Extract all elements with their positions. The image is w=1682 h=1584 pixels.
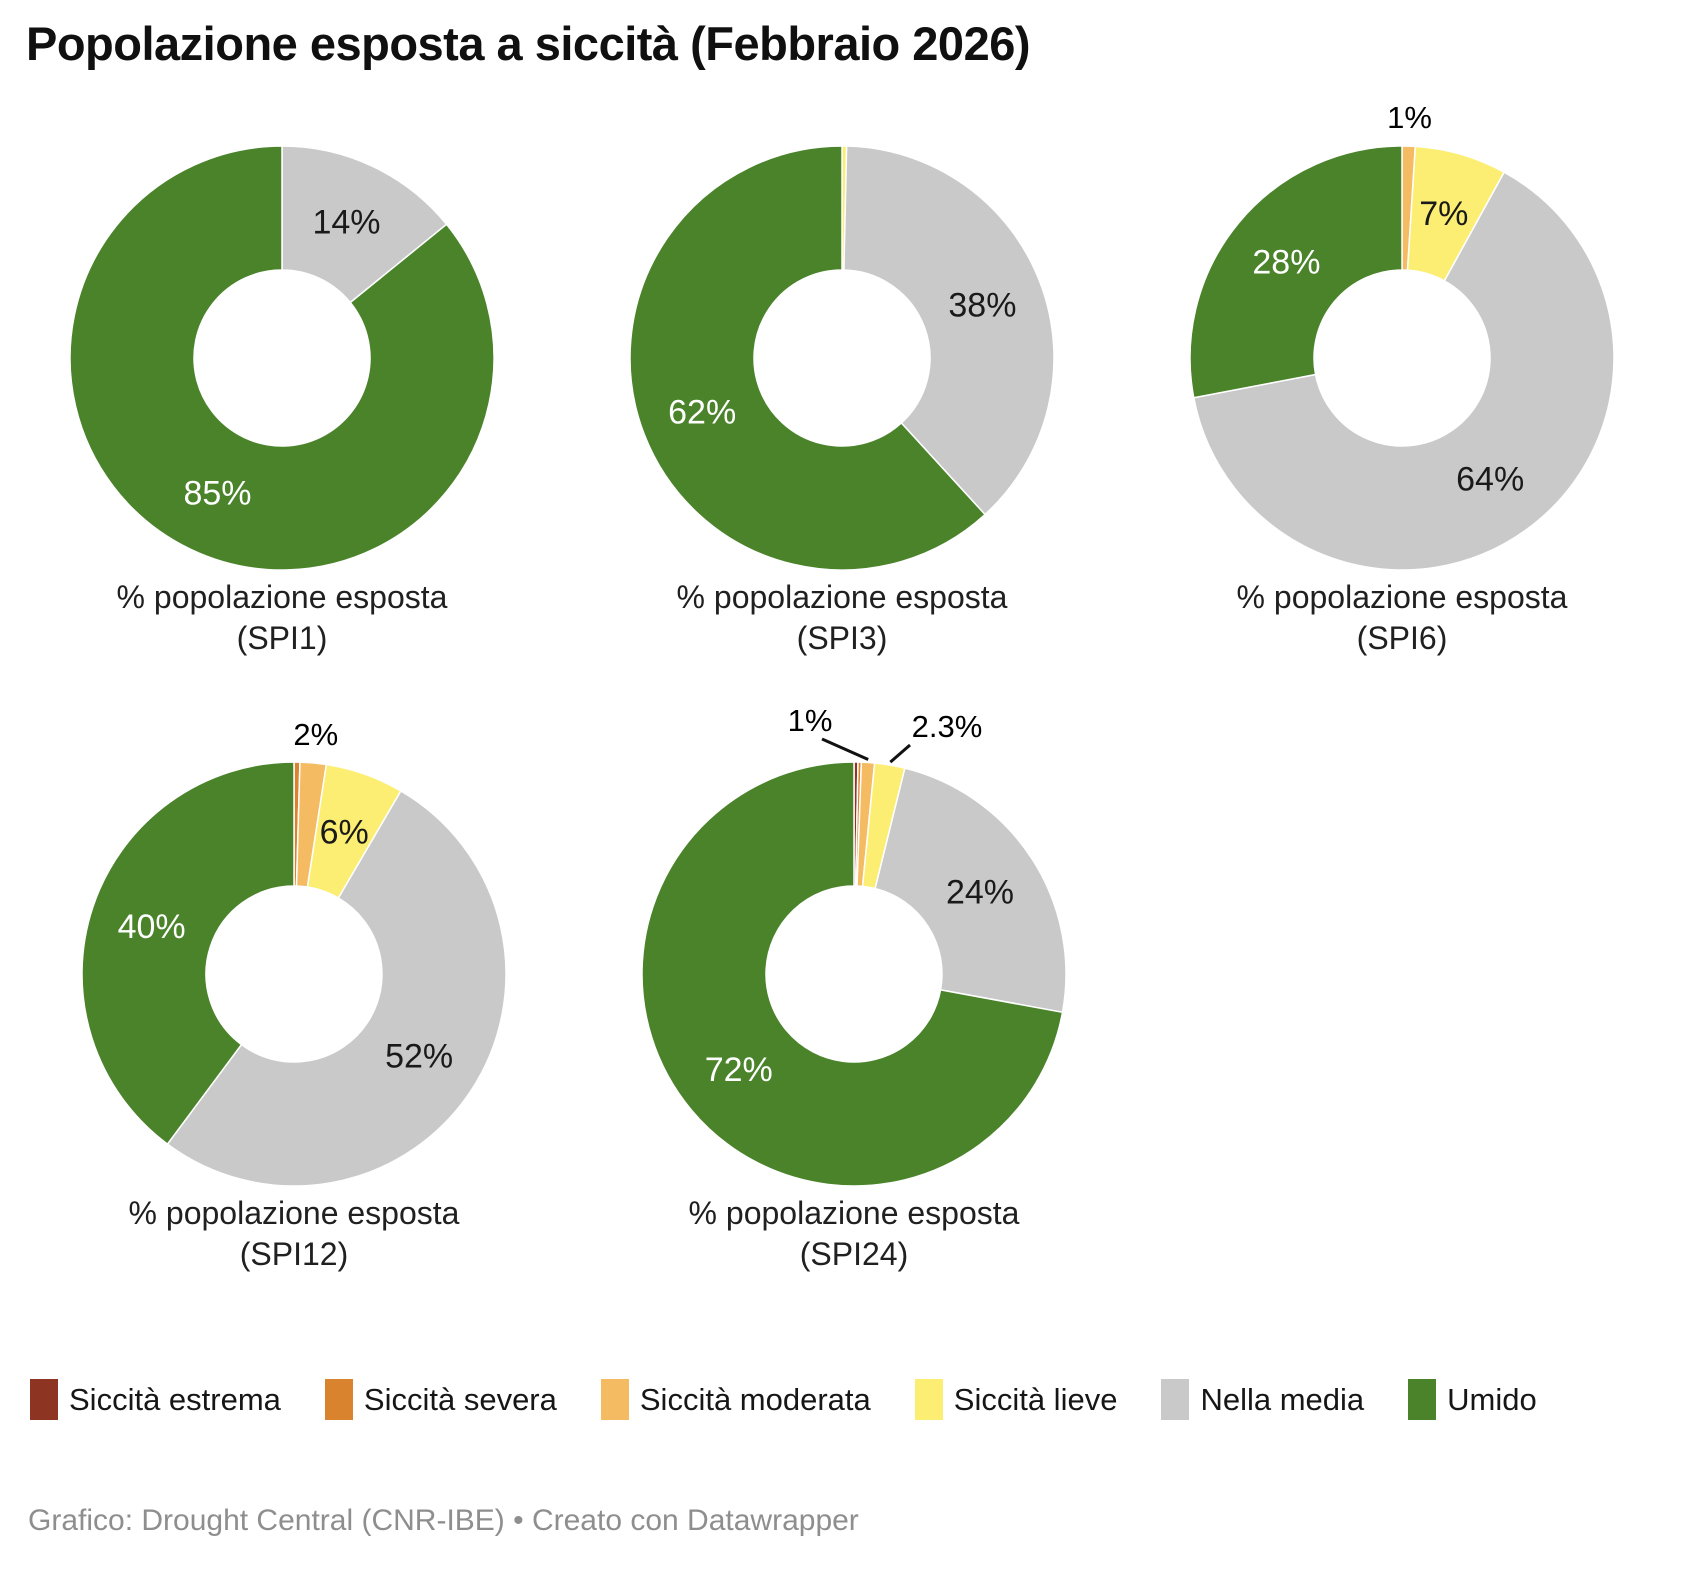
legend-item-media: Nella media <box>1161 1379 1364 1420</box>
chart-caption-line1: % popolazione esposta <box>688 1195 1020 1231</box>
slice-label-media: 14% <box>312 204 380 242</box>
pie-slice-umido <box>69 145 495 571</box>
donut-chart-spi3: 38% 62% % popolazione esposta (SPI3) <box>562 73 1122 659</box>
legend-label-lieve: Siccità lieve <box>953 1381 1118 1417</box>
donut-svg-spi3: 38% 62% <box>629 145 1055 571</box>
donut-chart-spi24: 1% 2.3% 24% 72% % popolazione esposta (SPI24) <box>574 689 1134 1275</box>
chart-caption-line2: (SPI6) <box>1356 620 1448 656</box>
leader-line-lieve <box>889 743 911 764</box>
legend-swatch-media <box>1161 1379 1190 1420</box>
legend-label-media: Nella media <box>1200 1381 1365 1417</box>
legend: Siccità estrema Siccità severa Siccità mod… <box>0 1379 1682 1420</box>
donut-svg-spi12: 2% 6% 52% 40% <box>81 717 507 1187</box>
chart-caption: % popolazione esposta (SPI24) <box>574 1193 1134 1275</box>
chart-title: Popolazione esposta a siccità (Febbraio … <box>26 17 1031 70</box>
pie-slice-media <box>843 145 1055 516</box>
slice-label-umido: 62% <box>668 393 736 431</box>
chart-caption: % popolazione esposta (SPI6) <box>1122 577 1682 659</box>
donut-svg-spi24: 1% 2.3% 24% 72% <box>641 703 1067 1187</box>
chart-caption-line2: (SPI3) <box>796 620 888 656</box>
slice-label-moderata: 1% <box>788 703 833 738</box>
slice-label-moderata: 2% <box>293 717 338 752</box>
chart-caption-line2: (SPI24) <box>799 1236 909 1272</box>
chart-attribution: Grafico: Drought Central (CNR-IBE) • Cre… <box>28 1504 859 1537</box>
pie-slice-media <box>1193 171 1615 571</box>
legend-item-umido: Umido <box>1408 1379 1537 1420</box>
legend-swatch-umido <box>1408 1379 1437 1420</box>
pie-slice-umido <box>81 761 295 1145</box>
chart-caption-line2: (SPI12) <box>239 1236 349 1272</box>
chart-caption-line1: % popolazione esposta <box>676 579 1008 615</box>
pie-slice-umido <box>641 761 1064 1187</box>
pie-slice-media <box>874 767 1067 1014</box>
donut-row-1: 14% 85% % popolazione esposta (SPI1) 38% 62%%… <box>0 73 1682 659</box>
legend-swatch-estrema <box>30 1379 58 1420</box>
slice-label-lieve: 2.3% <box>912 709 983 744</box>
chart-caption: % popolazione esposta (SPI12) <box>14 1193 574 1275</box>
slice-label-lieve: 6% <box>320 814 369 852</box>
donut-svg-spi1: 14% 85% <box>69 145 495 571</box>
slice-label-umido: 85% <box>183 474 251 512</box>
slice-label-moderata: 1% <box>1387 100 1432 135</box>
donut-chart-spi12: 2% 6% 52% 40% % popolazione esposta (SPI12) <box>14 689 574 1275</box>
legend-swatch-severa <box>324 1379 353 1420</box>
slice-label-umido: 40% <box>118 908 186 946</box>
slice-label-media: 52% <box>385 1038 453 1076</box>
legend-item-estrema: Siccità estrema <box>30 1379 281 1420</box>
legend-item-lieve: Siccità lieve <box>914 1379 1118 1420</box>
slice-label-umido: 72% <box>705 1051 773 1089</box>
legend-label-moderata: Siccità moderata <box>639 1381 871 1417</box>
chart-caption-line1: % popolazione esposta <box>1236 579 1568 615</box>
slice-label-media: 38% <box>948 286 1016 324</box>
legend-swatch-moderata <box>600 1379 629 1420</box>
chart-caption: % popolazione esposta (SPI3) <box>562 577 1122 659</box>
pie-slice-media <box>166 790 507 1187</box>
legend-item-severa: Siccità severa <box>324 1379 557 1420</box>
slice-label-media: 64% <box>1456 460 1524 498</box>
legend-item-moderata: Siccità moderata <box>600 1379 871 1420</box>
slice-label-media: 24% <box>946 874 1014 912</box>
legend-swatch-lieve <box>914 1379 943 1420</box>
chart-caption-line1: % popolazione esposta <box>116 579 448 615</box>
pie-slice-media <box>281 145 448 304</box>
slice-label-umido: 28% <box>1252 243 1320 281</box>
slice-label-lieve: 7% <box>1419 195 1468 233</box>
legend-label-estrema: Siccità estrema <box>69 1381 281 1417</box>
legend-label-severa: Siccità severa <box>363 1381 557 1417</box>
pie-slice-umido <box>1189 145 1403 399</box>
legend-label-umido: Umido <box>1447 1381 1537 1417</box>
chart-caption: % popolazione esposta (SPI1) <box>2 577 562 659</box>
leader-line-moderata <box>821 737 869 761</box>
chart-caption-line2: (SPI1) <box>236 620 328 656</box>
chart-caption-line1: % popolazione esposta <box>128 1195 460 1231</box>
donut-svg-spi6: 1% 7% 64% 28% <box>1189 100 1615 571</box>
pie-slice-umido <box>629 145 986 571</box>
donut-chart-spi1: 14% 85% % popolazione esposta (SPI1) <box>2 73 562 659</box>
donut-chart-spi6: 1% 7% 64% 28% % popolazione esposta (SPI6) <box>1122 73 1682 659</box>
donut-row-2: 2% 6% 52% 40% % popolazione esposta (SPI12) 1%… <box>0 689 1682 1275</box>
